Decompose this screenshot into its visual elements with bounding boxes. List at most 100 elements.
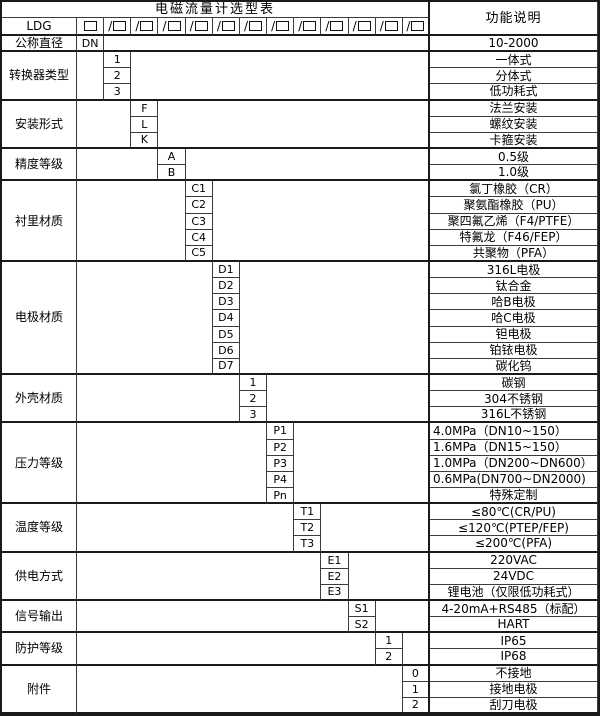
function-cell: 锂电池（仅限低功耗式） [430, 584, 598, 601]
function-cell: 法兰安装 [430, 100, 598, 117]
function-cell: 316L电极 [430, 261, 598, 279]
slash-separator: / [108, 19, 113, 33]
function-cell: 1.0MPa（DN200~DN600） [430, 455, 598, 472]
model-code-slot: / [158, 18, 186, 36]
empty-cell [77, 552, 322, 601]
function-cell: 一体式 [430, 52, 598, 69]
function-cell: 接地电极 [430, 681, 598, 698]
code-cell: T1 [294, 504, 322, 521]
empty-cell [294, 423, 430, 505]
code-cell: E3 [321, 584, 349, 601]
function-cell: 4-20mA+RS485（标配） [430, 600, 598, 618]
category-label: 精度等级 [2, 148, 77, 182]
function-cell: 碳钢 [430, 374, 598, 392]
category-label: 外壳材质 [2, 374, 77, 424]
function-cell: 哈B电极 [430, 294, 598, 311]
function-cell: 特殊定制 [430, 487, 598, 505]
function-cell: 1.6MPa（DN15~150） [430, 439, 598, 456]
function-cell: 304不锈钢 [430, 391, 598, 408]
empty-cell [77, 100, 132, 149]
function-cell: 螺纹安装 [430, 116, 598, 133]
function-cell: 聚氨酯橡胶（PU） [430, 197, 598, 214]
code-box-icon [330, 21, 344, 31]
code-cell: D2 [212, 278, 240, 295]
empty-cell [402, 633, 430, 666]
function-cell: 聚四氟乙烯（F4/PTFE） [430, 213, 598, 230]
code-cell: 1 [239, 374, 268, 392]
code-cell: C5 [185, 245, 213, 262]
code-cell: T2 [294, 520, 322, 537]
code-box-icon [411, 21, 425, 31]
function-cell: 刮刀电极 [430, 697, 598, 714]
slash-separator: / [189, 19, 194, 33]
code-cell: 2 [375, 649, 403, 666]
code-box-icon [83, 21, 97, 31]
function-cell: 220VAC [430, 552, 598, 569]
code-cell: T3 [294, 536, 322, 553]
empty-cell [77, 52, 105, 101]
model-code-slot: / [402, 18, 430, 36]
empty-cell [77, 261, 213, 375]
code-cell: 1 [402, 681, 430, 698]
model-code-slot: / [294, 18, 322, 36]
category-label: 附件 [2, 665, 77, 714]
code-cell: 3 [104, 84, 132, 101]
empty-cell [77, 423, 268, 505]
code-cell: E2 [321, 568, 349, 585]
slash-separator: / [243, 19, 249, 33]
code-box-icon [140, 21, 154, 31]
category-label: 电极材质 [2, 261, 77, 375]
empty-cell [158, 100, 430, 149]
code-box-icon [384, 21, 398, 31]
model-code-slot: / [348, 18, 376, 36]
model-code-slot: / [267, 18, 295, 36]
code-cell: 1 [375, 633, 403, 650]
code-box-icon [221, 21, 235, 31]
code-cell: K [131, 132, 159, 149]
code-cell: E1 [321, 552, 349, 569]
code-cell: 1 [104, 52, 132, 69]
empty-cell [77, 504, 295, 553]
code-box-icon [194, 21, 208, 31]
function-cell: 钽电极 [430, 326, 598, 343]
code-box-icon [249, 21, 263, 31]
slash-separator: / [406, 19, 411, 33]
function-cell: 分体式 [430, 68, 598, 85]
code-cell: D4 [212, 310, 240, 327]
code-cell: P2 [267, 439, 295, 456]
category-label: 防护等级 [2, 633, 77, 666]
code-cell: D7 [212, 358, 240, 375]
code-cell: F [131, 100, 159, 117]
function-cell: 1.0级 [430, 165, 598, 182]
empty-cell [185, 148, 430, 182]
function-cell: ≤120℃(PTEP/FEP) [430, 520, 598, 537]
code-box-icon [303, 21, 317, 31]
slash-separator: / [298, 19, 303, 33]
function-cell: 0.6MPa(DN700~DN2000) [430, 471, 598, 488]
category-label: 信号输出 [2, 600, 77, 634]
code-cell: D5 [212, 326, 240, 343]
function-cell: 哈C电极 [430, 310, 598, 327]
code-cell: D1 [212, 261, 240, 279]
code-cell: D6 [212, 342, 240, 359]
empty-cell [77, 374, 240, 424]
category-label: 公称直径 [2, 36, 77, 53]
code-cell: L [131, 116, 159, 133]
function-cell: 0.5级 [430, 148, 598, 166]
function-cell: 低功耗式 [430, 84, 598, 101]
slash-separator: / [271, 19, 276, 33]
model-code-slot: / [131, 18, 159, 36]
code-cell: 2 [104, 68, 132, 85]
function-cell: 24VDC [430, 568, 598, 585]
function-cell: 特氟龙（F46/FEP） [430, 229, 598, 246]
function-cell: 不接地 [430, 665, 598, 682]
model-code-slot: / [239, 18, 268, 36]
category-label: 供电方式 [2, 552, 77, 601]
code-cell: D3 [212, 294, 240, 311]
code-box-icon [167, 21, 181, 31]
function-cell: ≤200℃(PFA) [430, 536, 598, 553]
empty-cell [131, 52, 430, 101]
function-cell: 316L不锈钢 [430, 407, 598, 424]
function-cell: 氯丁橡胶（CR） [430, 181, 598, 198]
function-cell: ≤80℃(CR/PU) [430, 504, 598, 521]
